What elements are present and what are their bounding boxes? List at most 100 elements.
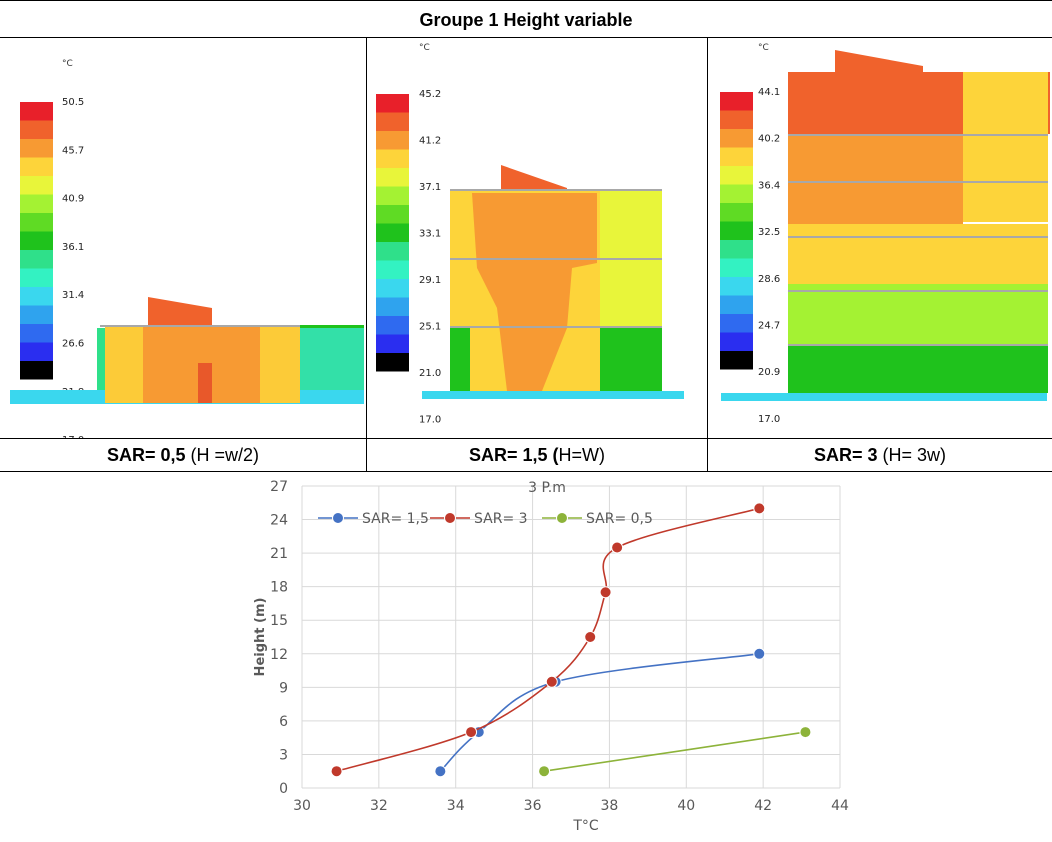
- colorbar-swatch: [20, 250, 53, 269]
- colorbar-label: 41.2: [419, 136, 441, 147]
- roof-section: [501, 165, 567, 191]
- colorbar-label: 33.1: [419, 229, 441, 240]
- caption-row: SAR= 0,5 (H =w/2) SAR= 1,5 (H=W) SAR= 3 …: [0, 438, 1052, 472]
- y-tick-label: 27: [270, 479, 288, 495]
- colorbar-swatch: [20, 287, 53, 306]
- colorbar-swatch: [20, 231, 53, 250]
- colorbar-label: 44.1: [758, 87, 780, 98]
- colorbar-swatch: [20, 361, 53, 380]
- hot-plume: [198, 363, 212, 403]
- lower-floor: [788, 284, 1048, 344]
- right-building-upper: [963, 72, 1048, 222]
- colorbar-swatch: [720, 166, 753, 185]
- colorbar-swatch: [720, 295, 753, 314]
- roof-section: [148, 297, 212, 327]
- caption-rest: (H= 3w): [877, 445, 947, 465]
- data-point: [799, 726, 812, 739]
- colorbar-label: 31.4: [62, 290, 84, 301]
- colorbar-swatch: [20, 120, 53, 139]
- series-line: [543, 731, 806, 773]
- ground-strip: [422, 391, 684, 399]
- colorbar-swatch: [720, 240, 753, 259]
- colorbar-swatch: [720, 221, 753, 240]
- lower-mid-floor: [788, 224, 1048, 284]
- colorbar-swatch: [720, 203, 753, 222]
- colorbar-label: 21.0: [419, 368, 441, 379]
- colorbar-swatch: [376, 205, 409, 224]
- colorbar-swatch: [376, 260, 409, 279]
- data-point: [330, 765, 343, 778]
- colorbar-label: 36.1: [62, 242, 84, 253]
- colorbar-swatch: [720, 147, 753, 166]
- caption-bold: SAR= 1,5 (: [468, 445, 559, 465]
- x-tick-label: 38: [601, 798, 619, 814]
- wall-line: [450, 189, 662, 191]
- x-axis-label: T°C: [572, 818, 599, 834]
- colorbar-swatch: [376, 168, 409, 187]
- colorbar-label: 45.2: [419, 89, 441, 100]
- data-point: [545, 675, 558, 688]
- data-point: [584, 631, 597, 643]
- colorbar-swatch: [720, 351, 753, 370]
- colorbar-swatch: [720, 332, 753, 351]
- colorbar-swatch: [376, 334, 409, 353]
- colorbar-swatch: [20, 139, 53, 158]
- unit-label: °C: [758, 43, 769, 53]
- floor-line: [788, 236, 1048, 238]
- data-point: [465, 726, 478, 739]
- colorbar-swatch: [376, 223, 409, 242]
- y-tick-label: 9: [279, 680, 288, 696]
- panel-sar-0-5: °C 50.545.740.936.131.426.621.817.0: [0, 38, 366, 446]
- y-tick-label: 18: [270, 580, 288, 596]
- y-tick-label: 0: [279, 781, 288, 797]
- colorbar-label: 28.6: [758, 274, 780, 285]
- data-point: [599, 586, 612, 599]
- colorbar-label: 17.0: [758, 414, 780, 425]
- colorbar-label: 36.4: [758, 180, 780, 191]
- caption-sar-3: SAR= 3 (H= 3w): [708, 439, 1052, 471]
- hot-zone: [472, 193, 597, 391]
- legend-label: SAR= 1,5: [362, 511, 429, 527]
- legend-label: SAR= 0,5: [586, 511, 653, 527]
- table-title: Groupe 1 Height variable: [0, 0, 1052, 38]
- temperature-map-sar-0-5: °C 50.545.740.936.131.426.621.817.0: [10, 59, 364, 446]
- x-tick-label: 30: [293, 798, 311, 814]
- panel-sar-3: °C 44.1 40.2 36.4 32.5 28.6 24.7 20.9 17.0: [708, 38, 1052, 438]
- x-tick-label: 32: [370, 798, 388, 814]
- colorbar-swatch: [20, 102, 53, 121]
- legend-marker: [444, 512, 456, 524]
- colorbar-swatch: [20, 268, 53, 287]
- colorbar-swatch: [720, 129, 753, 148]
- data-point: [753, 502, 766, 515]
- colorbar-swatch: [720, 258, 753, 277]
- y-tick-label: 3: [279, 747, 288, 763]
- colorbar-swatch: [720, 92, 753, 111]
- colorbar-label: 24.7: [758, 321, 780, 332]
- data-point: [753, 647, 766, 660]
- left-building-edge: [97, 328, 105, 390]
- colorbar-swatch: [376, 242, 409, 261]
- data-point: [434, 765, 447, 778]
- caption-rest: H=W): [558, 445, 606, 465]
- figure-title: Groupe 1 Height variable: [419, 10, 633, 30]
- series-line: [439, 652, 760, 772]
- unit-label: °C: [419, 43, 430, 53]
- colorbar-swatch: [376, 112, 409, 131]
- floor-line: [788, 181, 1048, 183]
- legend-marker: [332, 512, 344, 524]
- colorbar-swatch: [20, 176, 53, 195]
- colorbar-label: 50.5: [62, 97, 84, 108]
- colorbar-swatch: [376, 149, 409, 168]
- right-building-ground: [600, 326, 662, 391]
- floor-line: [788, 290, 1048, 292]
- height-temperature-chart: 0 3 6 9 12 15 18 21 24 27 30 32 34 36 38 40 42 44 3 P.m T°C…: [238, 472, 858, 837]
- x-tick-label: 40: [677, 798, 695, 814]
- unit-label: °C: [62, 59, 73, 69]
- x-tick-label: 34: [447, 798, 465, 814]
- colorbar-swatch: [376, 353, 409, 372]
- colorbar-swatch: [20, 213, 53, 232]
- column-divider: [707, 38, 708, 472]
- colorbar-label: 26.6: [62, 339, 84, 350]
- colorbar-swatch: [376, 316, 409, 335]
